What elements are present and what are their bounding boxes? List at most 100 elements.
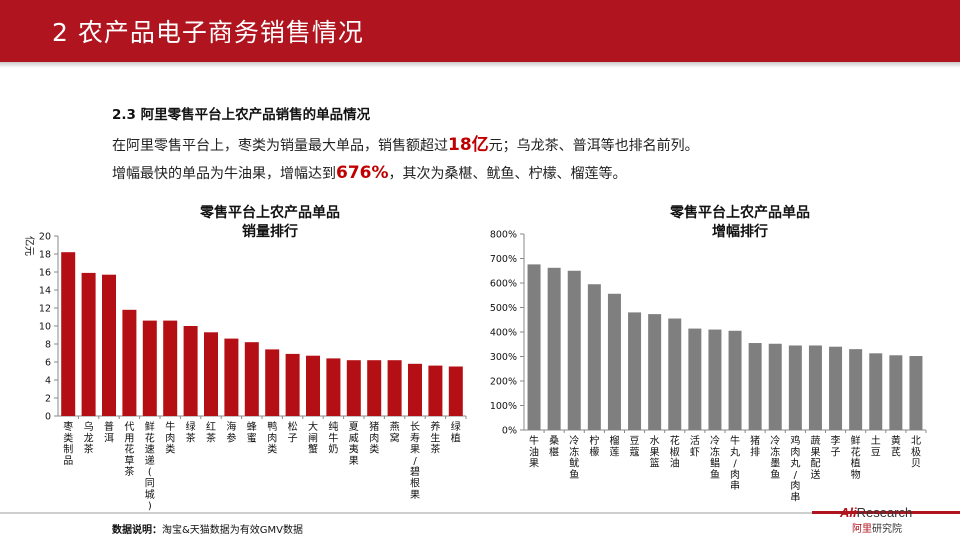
growth-bar — [648, 314, 662, 430]
growth-bar — [889, 355, 903, 430]
sales-bar — [265, 349, 280, 416]
growth-y-tick-label: 600% — [490, 279, 517, 290]
growth-category-label: 鸡肉丸/肉串 — [790, 434, 800, 504]
sales-category-label: 蜂蜜 — [247, 420, 257, 444]
logo-wordmark: AliResearch — [840, 505, 940, 520]
growth-bar — [628, 312, 642, 430]
sales-category-label: 红茶 — [206, 420, 216, 444]
sales-category-label: 长寿果/碧根果 — [410, 421, 420, 501]
growth-bar — [768, 343, 782, 430]
sales-category-label: 大闸蟹 — [308, 420, 318, 456]
growth-y-tick-label: 100% — [490, 401, 517, 412]
summary-line-1: 在阿里零售平台上，枣类为销量最大单品，销售额超过18亿元；乌龙茶、普洱等也排名前… — [112, 130, 699, 155]
growth-category-label: 桑椹 — [549, 435, 559, 458]
growth-bar — [788, 345, 802, 430]
growth-category-label: 柠檬 — [589, 434, 599, 458]
growth-bar — [909, 356, 923, 430]
growth-bar — [527, 264, 541, 430]
sales-category-label: 鲜花速递(同城) — [145, 420, 155, 512]
sales-category-label: 鸭肉类 — [267, 420, 277, 456]
growth-bar — [587, 284, 601, 430]
sales-y-tick-label: 10 — [39, 322, 51, 333]
sales-bar — [204, 332, 218, 416]
growth-category-label: 水果篮 — [650, 435, 660, 470]
footer-divider — [0, 512, 960, 514]
growth-category-label: 花椒油 — [670, 434, 680, 470]
data-note: 数据说明：淘宝&天猫数据为有效GMV数据 — [112, 521, 303, 536]
sales-bar — [346, 360, 361, 416]
growth-y-tick-label: 0% — [502, 426, 517, 437]
data-note-text: 淘宝&天猫数据为有效GMV数据 — [162, 525, 304, 536]
sales-bar — [285, 353, 300, 416]
sales-category-label: 乌龙茶 — [84, 420, 94, 456]
header-bar: 2 农产品电子商务销售情况 — [0, 0, 960, 62]
sales-category-label: 海参 — [226, 420, 236, 444]
sales-bar — [183, 326, 198, 416]
growth-category-label: 牛油果 — [529, 434, 539, 470]
growth-category-label: 活虾 — [690, 435, 700, 458]
sales-y-tick-label: 0 — [45, 412, 51, 423]
data-note-label: 数据说明： — [112, 525, 162, 536]
sales-y-tick-label: 14 — [39, 286, 51, 297]
growth-y-tick-label: 400% — [490, 328, 517, 339]
sales-y-tick-label: 8 — [45, 340, 51, 351]
growth-bar — [849, 349, 863, 430]
growth-category-label: 豆蔻 — [630, 435, 640, 458]
sales-y-axis-label: 亿元 — [23, 236, 36, 256]
growth-bar — [808, 345, 822, 430]
sales-bar — [224, 338, 239, 416]
sales-category-label: 松子 — [288, 420, 298, 444]
growth-category-label: 冷冻鲳鱼 — [710, 434, 720, 481]
sales-bar — [428, 365, 443, 416]
growth-bar — [607, 293, 621, 430]
logo-ar-red: 阿里 — [852, 524, 872, 535]
growth-bar — [547, 267, 561, 430]
sales-category-label: 燕窝 — [390, 421, 400, 444]
sales-category-label: 普洱 — [104, 420, 114, 444]
sales-bar — [102, 274, 116, 416]
logo-research: Research — [856, 505, 913, 520]
sales-bar — [326, 358, 341, 416]
summary-line-2: 增幅最快的单品为牛油果，增幅达到676%，其次为桑椹、鱿鱼、柠檬、榴莲等。 — [112, 163, 627, 183]
sales-category-label: 牛肉类 — [165, 420, 175, 456]
sales-y-tick-label: 16 — [39, 268, 51, 279]
sales-bar — [142, 320, 157, 416]
line2-highlight: 676% — [336, 163, 389, 183]
growth-y-tick-label: 800% — [490, 230, 517, 241]
growth-category-label: 土豆 — [871, 434, 881, 458]
sales-bar — [367, 360, 382, 416]
logo-subtitle: 阿里研究院 — [852, 520, 940, 535]
growth-category-label: 冷冻鱿鱼 — [569, 434, 579, 481]
sales-bar — [387, 360, 402, 416]
line2-pre: 增幅最快的单品为牛油果，增幅达到 — [112, 166, 336, 182]
sales-bar — [122, 309, 137, 416]
sales-category-label: 绿植 — [451, 420, 461, 444]
sales-chart-title: 零售平台上农产品单品 销量排行 — [200, 205, 340, 240]
header-shadow — [0, 62, 960, 68]
sales-bar — [244, 342, 259, 416]
section-title: 2.3 阿里零售平台上农产品销售的单品情况 — [112, 107, 371, 123]
growth-y-tick-label: 500% — [490, 303, 517, 314]
aliresearch-logo: AliResearch 阿里研究院 — [840, 505, 940, 537]
growth-bar — [748, 343, 762, 430]
sales-y-tick-label: 2 — [45, 394, 51, 405]
growth-y-tick-label: 300% — [490, 352, 517, 363]
sales-y-tick-label: 18 — [39, 250, 51, 261]
growth-category-label: 北极贝 — [911, 435, 921, 470]
growth-y-tick-label: 700% — [490, 254, 517, 265]
logo-ar-rest: 研究院 — [872, 524, 902, 535]
growth-bar — [829, 346, 843, 430]
page-title: 2 农产品电子商务销售情况 — [52, 18, 364, 47]
growth-category-label: 黄芪 — [891, 434, 901, 458]
sales-bar — [408, 363, 422, 416]
sales-bar — [81, 272, 96, 416]
growth-bar — [688, 328, 702, 430]
growth-category-label: 牛丸/肉串 — [730, 434, 740, 492]
sales-y-tick-label: 12 — [39, 304, 51, 315]
growth-category-label: 猪排 — [750, 435, 760, 458]
sales-category-label: 纯牛奶 — [328, 420, 338, 456]
sales-category-label: 绿茶 — [186, 420, 196, 444]
sales-y-tick-label: 20 — [39, 232, 51, 243]
growth-category-label: 李子 — [831, 434, 841, 458]
logo-ali: Ali — [840, 505, 857, 520]
